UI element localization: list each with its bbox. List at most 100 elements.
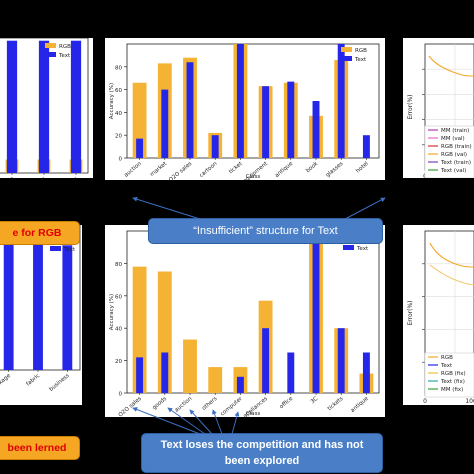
chart-bottom-center-panel: 0 20 40 60 80 O2O sales goods auction others comp…: [105, 225, 385, 417]
bottom_center-bar-rgb-0: [132, 266, 147, 393]
top_left-bar-text-0: [6, 40, 18, 174]
callout-top-center-text: “Insufficient” structure for Text: [193, 225, 338, 237]
top_center-xtick-label-8: glasses: [325, 161, 345, 179]
bottom_left-legend-swatch-1: [50, 246, 61, 251]
bottom_left-xtick-label-2: business: [48, 373, 70, 393]
callout-bottom-center-line2: been explored: [224, 455, 300, 467]
top_center-xtick-label-1: market: [149, 160, 168, 178]
bottom_center-xtick-label-7: 3C: [310, 396, 320, 405]
callout-bottom-left-text: been lerned: [7, 442, 67, 454]
chart-top-left-panel: customization sports fabric RGB Text: [0, 38, 93, 178]
top_center-legend-label-0: RGB: [355, 48, 367, 54]
bottom_center-ytick-label-0: 0: [119, 392, 123, 398]
top_center-xtick-label-4: ticket: [228, 160, 244, 175]
top_center-xtick-label-0: auction: [123, 161, 143, 179]
callout-bottom-left: been lerned: [0, 436, 80, 460]
top_center-legend-swatch-1: [341, 56, 352, 61]
chart-bottom-right-panel: Error(%) 0 1000 RGB Text RGB (fix) Text (fix) M…: [403, 225, 474, 405]
callout-bottom-center-line1: Text loses the competition and has not: [160, 439, 364, 451]
bottom_center-ytick-label-2: 40: [115, 327, 122, 333]
bottom_left-legend-label-1: Text: [63, 247, 76, 253]
bottom_left-bar-text-2: [62, 245, 73, 370]
top_left-xtick-label-1: sports: [30, 176, 47, 178]
chart-bottom-right: Error(%) 0 1000 RGB Text RGB (fix) Text (fix) M…: [407, 230, 474, 405]
bottom_center-ytick-label-4: 80: [115, 262, 122, 268]
top_left-xtick-label-2: fabric: [63, 176, 79, 178]
bottom_right-legend-label-2: RGB (fix): [441, 371, 466, 377]
top_center-ytick-label-0: 0: [119, 157, 123, 163]
top_left-bar-text-1: [38, 40, 50, 174]
top_center-ylabel: Accuracy (%): [109, 83, 115, 119]
top_left-bar-text-2: [70, 40, 82, 174]
top_right-legend-label-5: Text (val): [440, 168, 466, 174]
top_right-legend-label-0: MM (train): [441, 128, 469, 134]
top_right-legend-label-3: RGB (val): [441, 152, 467, 158]
top_right-legend-label-2: RGB (train): [441, 144, 472, 150]
bottom_center-xlabel: Class: [246, 411, 261, 417]
bottom_center-ytick-label-1: 20: [115, 359, 122, 365]
top_right-legend-box: [424, 125, 474, 178]
bottom_right-legend-label-4: MM (fix): [441, 387, 463, 393]
bottom_right-xtick-label-0: 0: [423, 398, 427, 405]
bottom_center-xtick-label-1: goods: [152, 396, 169, 411]
top_center-xtick-label-3: cartoon: [199, 161, 219, 179]
top_right-curve-0: [428, 55, 474, 77]
bottom_center-bar-text-9: [362, 352, 370, 393]
top_center-bar-text-3: [211, 135, 219, 158]
top_center-ytick-label-1: 20: [115, 134, 122, 140]
bottom_center-bar-text-7: [312, 231, 320, 393]
bottom_center-bar-text-1: [161, 352, 169, 393]
top_center-ytick-label-3: 60: [115, 88, 122, 94]
top_center-xtick-label-7: book: [305, 160, 320, 174]
top_center-legend-label-1: Text: [354, 57, 367, 63]
bottom_right-xtick-label-1: 1000: [465, 398, 474, 405]
bottom_center-legend-swatch-1: [343, 245, 354, 250]
bottom_center-xtick-label-9: antique: [350, 396, 370, 414]
chart-top-right-panel: Error(%)01000MM (train)MM (val)RGB (trai…: [403, 38, 474, 178]
chart-bottom-center: 0 20 40 60 80 O2O sales goods auction others comp…: [109, 230, 380, 417]
top_center-bar-text-2: [186, 62, 194, 158]
bottom_center-bar-rgb-3: [208, 367, 223, 393]
bottom_right-legend-label-0: RGB: [441, 355, 453, 361]
top_center-bar-text-9: [362, 135, 370, 158]
bottom_right-legend-box: [424, 352, 474, 398]
chart-top-center: 0 20 40 60 80 auction market O2O sales cartoon ti…: [109, 43, 380, 180]
bottom_center-ytick-label-3: 60: [115, 294, 122, 300]
top_center-bar-text-7: [312, 101, 320, 158]
bottom_right-curve-0: [429, 242, 474, 268]
top_center-bar-text-0: [136, 138, 144, 158]
bottom_left-bar-text-0: [3, 232, 14, 370]
bottom_center-xtick-label-3: others: [201, 396, 218, 412]
top_right-ylabel: Error(%): [407, 94, 414, 119]
callout-top-left: e for RGB: [0, 221, 80, 245]
top_left-xtick-label-0: customization: [0, 176, 16, 178]
bottom_center-bar-text-5: [262, 328, 270, 393]
chart-bottom-left: packagefabricbusinessRGBText: [0, 225, 81, 393]
bottom_center-bar-rgb-2: [183, 339, 197, 393]
chart-top-right: Error(%)01000MM (train)MM (val)RGB (trai…: [407, 43, 474, 178]
top_center-xtick-label-9: hotel: [355, 161, 370, 175]
top_center-bar-rgb-0: [132, 82, 147, 158]
top_center-bar-text-4: [236, 44, 244, 158]
top_center-ytick-label-2: 40: [115, 111, 122, 117]
callout-top-left-text: e for RGB: [12, 227, 62, 239]
bottom_right-curve-1: [429, 264, 474, 286]
bottom_left-xtick-label-1: fabric: [25, 373, 41, 388]
top_left-legend-swatch-1: [45, 52, 56, 57]
bottom_center-bar-text-6: [287, 352, 295, 393]
bottom_center-xtick-label-2: auction: [174, 396, 194, 414]
callout-bottom-center: Text loses the competition and has not b…: [141, 433, 383, 473]
top_center-legend-swatch-0: [341, 47, 352, 52]
bottom_right-ylabel: Error(%): [407, 300, 414, 325]
top_center-ytick-label-4: 80: [115, 65, 122, 71]
bottom_center-bar-text-4: [236, 376, 244, 393]
bottom_right-legend-label-3: Text (fix): [440, 379, 465, 385]
top_center-xtick-label-6: antique: [274, 161, 294, 179]
top_right-legend-label-4: Text (train): [440, 160, 471, 166]
top_center-bar-text-6: [287, 81, 295, 158]
bottom_center-ylabel: Accuracy (%): [109, 294, 115, 330]
bottom_center-legend-label-1: Text: [356, 246, 369, 252]
bottom_center-xtick-label-0: O2O sales: [118, 396, 143, 417]
top_center-xtick-label-2: O2O sales: [168, 161, 193, 180]
top_center-bar-text-8: [337, 44, 345, 158]
